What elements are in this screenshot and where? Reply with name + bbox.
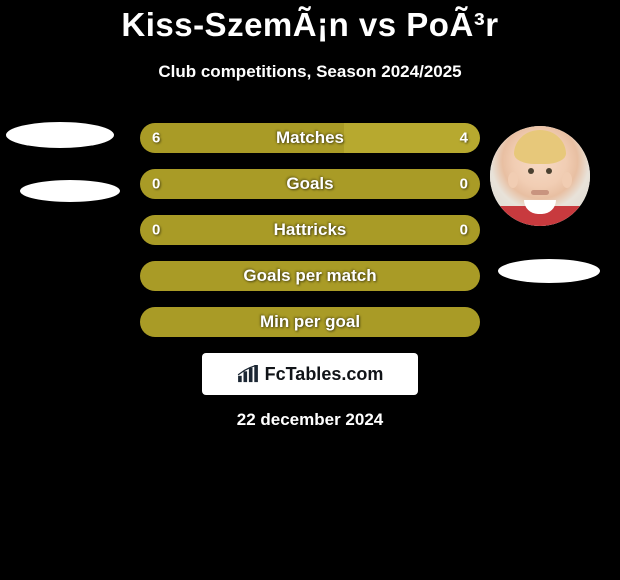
page-title: Kiss-SzemÃ¡n vs PoÃ³r [0, 6, 620, 44]
bar-track [140, 123, 480, 153]
ear-right [562, 172, 572, 188]
eye-left [528, 168, 534, 174]
bar-track [140, 215, 480, 245]
bar-left-fill [140, 169, 310, 199]
bar-left-fill [140, 307, 480, 337]
bar-row: Matches64 [140, 123, 480, 153]
page-subtitle: Club competitions, Season 2024/2025 [0, 62, 620, 82]
player-left-avatar-2 [20, 180, 120, 202]
comparison-bars: Matches64 Goals00 Hattricks00 Goals per mat… [140, 123, 480, 353]
bar-right-fill [310, 169, 480, 199]
hair [514, 130, 566, 164]
bar-left-fill [140, 261, 480, 291]
bar-row: Goals per match [140, 261, 480, 291]
player-left-avatar-1 [6, 122, 114, 148]
bar-track [140, 261, 480, 291]
bar-left-fill [140, 215, 310, 245]
branding-badge: FcTables.com [202, 353, 418, 395]
branding-text: FcTables.com [265, 364, 384, 385]
player-right-avatar-photo [490, 126, 590, 226]
player-right-avatar-ellipse [498, 259, 600, 283]
eye-right [546, 168, 552, 174]
bar-row: Goals00 [140, 169, 480, 199]
date-text: 22 december 2024 [0, 410, 620, 430]
player-right-face [490, 126, 590, 226]
bar-right-fill [344, 123, 480, 153]
bar-row: Min per goal [140, 307, 480, 337]
bars-icon [237, 365, 259, 383]
bar-track [140, 169, 480, 199]
ear-left [508, 172, 518, 188]
mouth [531, 190, 549, 195]
bar-track [140, 307, 480, 337]
bar-left-fill [140, 123, 344, 153]
bar-right-fill [310, 215, 480, 245]
bar-row: Hattricks00 [140, 215, 480, 245]
